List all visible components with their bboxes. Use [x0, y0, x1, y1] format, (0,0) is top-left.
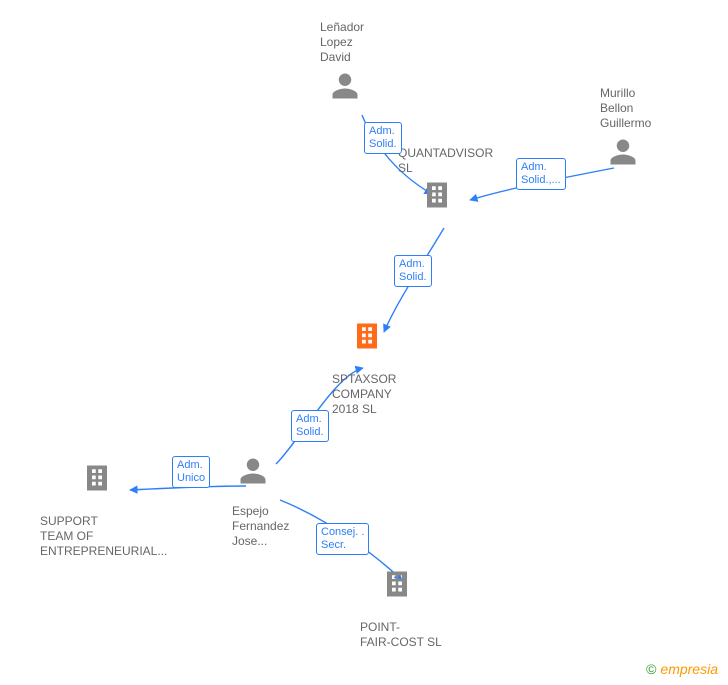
person-icon	[608, 137, 638, 167]
edge-label-quant-sptax: Adm. Solid.	[394, 255, 432, 287]
node-label-quant: QUANTADVISOR SL	[398, 146, 493, 176]
node-label-sptax: SPTAXSOR COMPANY 2018 SL	[332, 372, 396, 417]
node-lenador[interactable]	[330, 71, 360, 106]
node-label-point: POINT- FAIR-COST SL	[360, 620, 442, 650]
node-quant[interactable]	[422, 180, 452, 215]
building-icon	[352, 321, 382, 351]
watermark: ©empresia	[646, 661, 718, 677]
edge-label-lenador-quant: Adm. Solid.	[364, 122, 402, 154]
edge-label-espejo-point: Consej. . Secr.	[316, 523, 369, 555]
node-support[interactable]	[82, 463, 112, 498]
building-icon	[82, 463, 112, 493]
node-label-lenador: Leñador Lopez David	[320, 20, 364, 65]
node-espejo[interactable]	[238, 456, 268, 491]
diagram-canvas: Leñador Lopez David Murillo Bellon Guille…	[0, 0, 728, 685]
copyright-symbol: ©	[646, 661, 656, 677]
edge-label-espejo-sptax: Adm. Solid.	[291, 410, 329, 442]
edge-label-espejo-support: Adm. Unico	[172, 456, 210, 488]
building-icon	[422, 180, 452, 210]
person-icon	[238, 456, 268, 486]
node-sptax[interactable]	[352, 321, 382, 356]
watermark-text: empresia	[660, 661, 718, 677]
edge-label-murillo-quant: Adm. Solid.,...	[516, 158, 566, 190]
node-murillo[interactable]	[608, 137, 638, 172]
building-icon	[382, 569, 412, 599]
node-label-support: SUPPORT TEAM OF ENTREPRENEURIAL...	[40, 514, 167, 559]
node-point[interactable]	[382, 569, 412, 604]
person-icon	[330, 71, 360, 101]
node-label-espejo: Espejo Fernandez Jose...	[232, 504, 289, 549]
node-label-murillo: Murillo Bellon Guillermo	[600, 86, 651, 131]
